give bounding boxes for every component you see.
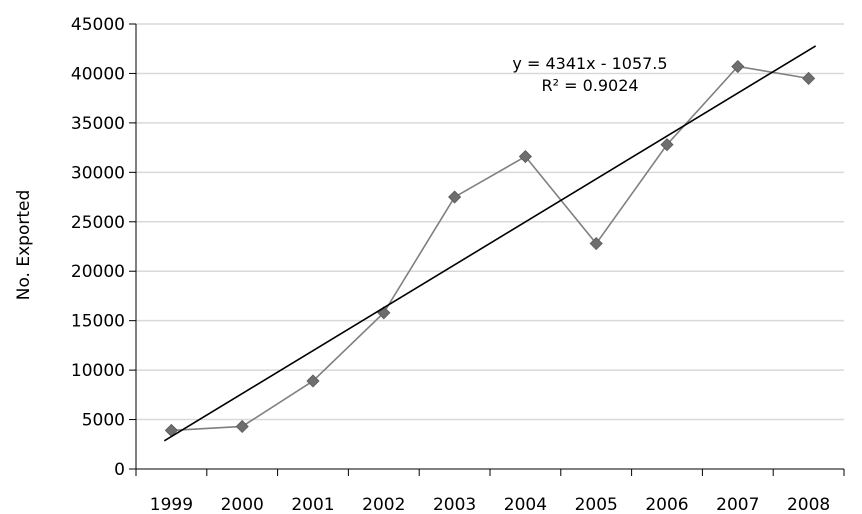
y-tick-labels: 0 5000 10000 15000 20000 25000 30000 35000 40000… (71, 15, 125, 480)
data-point (448, 190, 462, 204)
axes (135, 24, 844, 470)
x-tick-label: 2001 (291, 495, 334, 514)
series-group (164, 59, 816, 437)
x-tick-labels: 1999 2000 2001 2002 2003 2004 2005 2006 2007 2008 (135, 469, 845, 514)
data-point (802, 71, 816, 85)
y-tick-label: 30000 (71, 163, 125, 183)
series-line (171, 65, 809, 432)
trendline-equation: y = 4341x - 1057.5 (512, 54, 667, 73)
y-axis-title: No. Exported (14, 190, 34, 301)
y-tick-label: 35000 (71, 114, 125, 134)
y-tick-label: 15000 (71, 312, 125, 332)
y-tick-label: 45000 (71, 15, 125, 35)
y-tick-label: 5000 (82, 411, 125, 431)
data-point (731, 59, 745, 74)
y-tick-label: 20000 (71, 262, 125, 282)
y-tick-label: 10000 (71, 361, 125, 381)
x-tick-label: 2008 (787, 495, 830, 514)
y-tick-label: 25000 (71, 213, 125, 233)
trendline-r-squared: R² = 0.9024 (541, 76, 638, 95)
data-point (235, 419, 249, 434)
data-point (589, 236, 603, 251)
y-tick-label: 40000 (71, 64, 125, 84)
x-tick-label: 1999 (150, 495, 193, 514)
data-point (660, 138, 674, 152)
x-tick-label: 2006 (645, 495, 688, 514)
trendline-group (163, 45, 817, 442)
x-tick-label: 2007 (716, 495, 759, 514)
x-tick-label: 2000 (221, 495, 264, 514)
data-point (306, 374, 320, 388)
x-tick-label: 2005 (575, 495, 618, 514)
gridlines (129, 23, 844, 470)
x-tick-label: 2004 (504, 495, 547, 514)
trendline (163, 45, 817, 442)
x-tick-label: 2002 (362, 495, 405, 514)
y-tick-label: 0 (114, 460, 125, 480)
x-tick-label: 2003 (433, 495, 476, 514)
data-point (518, 149, 532, 164)
